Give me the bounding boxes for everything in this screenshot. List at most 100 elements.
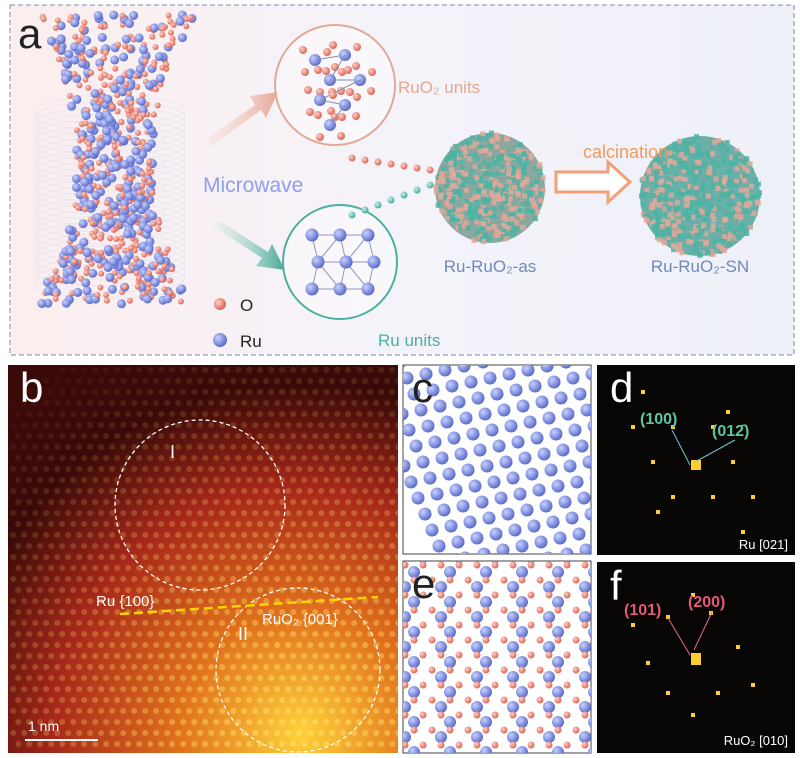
crystallite	[513, 209, 519, 215]
atom	[527, 741, 535, 749]
crystallite	[463, 187, 469, 193]
atom-column	[15, 697, 22, 703]
atom	[419, 621, 427, 629]
atom-column	[389, 543, 396, 549]
atom	[528, 379, 542, 393]
atom-column	[180, 697, 187, 703]
atom-column	[26, 609, 33, 615]
atom	[52, 291, 59, 298]
atom-column	[136, 631, 143, 637]
atom-column	[274, 488, 281, 494]
crystallite	[499, 152, 505, 158]
atom-column	[208, 510, 215, 516]
atom-column	[246, 521, 253, 527]
atom-column	[246, 675, 253, 681]
atom-column	[92, 389, 99, 395]
atom	[455, 651, 463, 659]
atom-column	[142, 378, 149, 384]
crystallite	[521, 151, 527, 157]
crystallite	[705, 249, 711, 255]
atom-column	[373, 488, 380, 494]
atom-column	[301, 719, 308, 725]
crystallite	[665, 227, 671, 233]
crystallite	[477, 176, 483, 182]
atom	[579, 731, 591, 743]
atom	[79, 237, 89, 247]
atom-column	[158, 697, 165, 703]
atom	[419, 591, 427, 599]
atom-column	[103, 631, 110, 637]
atom-column	[125, 499, 132, 505]
atom	[563, 651, 571, 659]
atom-column	[378, 609, 385, 615]
atom	[590, 698, 591, 702]
crystallite	[666, 231, 672, 237]
atom-column	[290, 631, 297, 637]
atom-column	[252, 400, 259, 406]
atom-column	[246, 653, 253, 659]
atom-column	[373, 466, 380, 472]
atom	[437, 561, 445, 569]
atom-column	[175, 620, 182, 626]
atom-column	[120, 400, 127, 406]
crystallite	[474, 175, 480, 181]
atom-column	[395, 400, 398, 406]
crystallite	[667, 212, 673, 218]
crystallite	[656, 237, 662, 243]
atom-column	[197, 444, 204, 450]
atom-column	[26, 631, 33, 637]
atom-column	[263, 444, 270, 450]
atom	[464, 726, 472, 734]
atom-column	[241, 488, 248, 494]
atom-column	[252, 730, 259, 736]
atom-column	[257, 565, 264, 571]
atom	[507, 671, 519, 683]
crystallite	[661, 181, 667, 187]
atom-column	[120, 576, 127, 582]
atom-column	[356, 609, 363, 615]
atom-column	[169, 477, 176, 483]
atom-column	[279, 367, 286, 373]
atom-column	[285, 642, 292, 648]
atom-column	[202, 411, 209, 417]
atom-column	[70, 631, 77, 637]
atom-column	[389, 499, 396, 505]
atom	[494, 491, 508, 505]
atom	[338, 113, 346, 121]
atom-column	[307, 620, 314, 626]
atom-column	[37, 653, 44, 659]
atom-column	[48, 741, 55, 747]
atom-column	[312, 697, 319, 703]
crystallite	[748, 183, 754, 189]
crystallite	[731, 161, 737, 167]
atom	[119, 52, 129, 62]
atom-column	[296, 708, 303, 714]
atom-column	[318, 554, 325, 560]
atom	[139, 170, 146, 177]
crystallite	[470, 179, 476, 185]
atom	[119, 192, 126, 199]
atom-column	[323, 543, 330, 549]
pointer	[671, 429, 691, 466]
atom-column	[120, 708, 127, 714]
atom-column	[389, 609, 396, 615]
crystallite	[499, 205, 505, 210]
atom-column	[208, 466, 215, 472]
atom-column	[384, 664, 391, 670]
crystallite	[732, 183, 738, 189]
atom	[435, 731, 447, 743]
atom-column	[169, 587, 176, 593]
atom-column	[120, 620, 127, 626]
atom-column	[345, 543, 352, 549]
crystallite	[494, 192, 500, 198]
crystallite	[729, 200, 735, 206]
atom-column	[213, 631, 220, 637]
atom-column	[37, 587, 44, 593]
atom-column	[268, 631, 275, 637]
crystallite	[462, 145, 467, 151]
atom-column	[43, 422, 50, 428]
atom	[518, 576, 526, 584]
atom-column	[312, 587, 319, 593]
atom	[103, 297, 110, 304]
atom	[403, 459, 411, 473]
